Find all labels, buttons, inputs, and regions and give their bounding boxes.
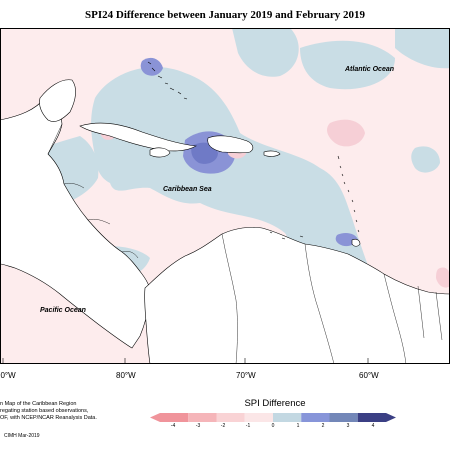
legend-swatch [357,413,386,422]
jamaica [149,147,171,158]
legend-swatch [329,413,358,422]
legend-tick-label: -1 [245,423,251,429]
legend-tick-label: 4 [371,423,375,429]
yucatan-peninsula [39,79,76,122]
legend-tick-label: 1 [296,423,300,429]
legend-tick-label: 2 [321,423,325,429]
hispaniola [207,135,254,154]
atlantic-ocean-label: Atlantic Ocean [344,66,394,73]
spi-difference-map: Atlantic Ocean Caribbean Sea Pacific Oce… [0,28,450,364]
legend-arrow-right [386,413,396,422]
puerto-rico [263,150,281,157]
legend-tick-label: -4 [170,423,176,429]
legend-swatch [244,413,273,422]
map-title: SPI24 Difference between January 2019 an… [85,9,365,21]
legend-swatch [188,413,217,422]
caribbean-sea-label: Caribbean Sea [163,186,212,193]
south-america-landmass [144,226,450,364]
longitude-label-60w: 60°W [359,371,379,380]
small-islands [147,61,360,240]
credit-line: OF, with NCEP/NCAR Reanalysis Data. [0,415,97,421]
copyright-text: CIMH Mar-2019 [4,433,40,439]
longitude-label-80w: 80°W [116,371,136,380]
pacific-ocean-label: Pacific Ocean [40,307,86,314]
country-borders [47,123,443,364]
legend-arrow-left [150,413,160,422]
land-masses [0,79,450,364]
legend-tick-label: -3 [195,423,201,429]
longitude-label-70w: 70°W [236,371,256,380]
legend-tick-label: -2 [220,423,226,429]
trinidad [351,238,361,247]
credit-line: n Map of the Caribbean Region [0,401,77,407]
map-credit-text: n Map of the Caribbean Region regating s… [0,401,120,422]
legend-tick-label: 3 [346,423,350,429]
legend-swatch [216,413,245,422]
legend-tick-label: 0 [271,423,275,429]
legend-swatch [301,413,330,422]
longitude-label-90w: 90°W [0,371,16,380]
legend-swatch [160,413,189,422]
legend-colorbar [150,413,396,422]
credit-line: regating station based observations, [0,408,89,414]
cuba [79,122,197,152]
legend-title: SPI Difference [244,398,306,409]
legend-swatch [273,413,302,422]
